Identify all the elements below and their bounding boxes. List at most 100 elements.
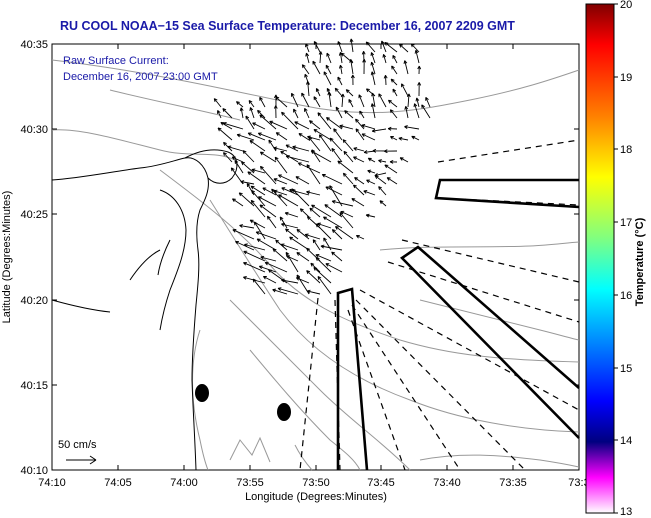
current-vector — [390, 78, 398, 86]
current-vector — [278, 194, 299, 207]
x-tick-label: 73:3 — [568, 477, 589, 489]
colorbar-tick-label: 19 — [620, 72, 632, 84]
current-vector — [392, 88, 398, 97]
current-vector — [391, 65, 398, 75]
colorbar-tick-label: 16 — [620, 290, 632, 302]
current-vector — [327, 91, 332, 108]
y-tick-label: 40:20 — [20, 295, 48, 307]
current-vector — [247, 132, 266, 141]
current-vector — [250, 185, 266, 196]
current-vector — [309, 207, 321, 218]
current-vector — [251, 189, 266, 207]
current-vector — [306, 164, 321, 185]
current-vector — [264, 261, 288, 273]
current-vector — [234, 160, 244, 174]
current-vector — [390, 136, 398, 141]
scale-vector-label: 50 cm/s — [58, 439, 97, 451]
current-vector — [262, 187, 277, 196]
current-vector — [380, 40, 387, 53]
current-vector — [284, 211, 299, 218]
current-vector — [387, 99, 398, 108]
current-vector — [315, 223, 332, 240]
current-vector — [333, 128, 343, 141]
current-vector — [374, 175, 387, 185]
current-vector — [325, 263, 343, 273]
current-vector — [258, 265, 277, 273]
current-vector — [259, 165, 277, 185]
current-vector — [421, 104, 431, 119]
current-vector — [315, 88, 321, 97]
colorbar-tick-label: 17 — [620, 217, 632, 229]
current-vector — [313, 266, 332, 284]
current-vector — [329, 137, 343, 152]
current-vector — [273, 105, 278, 119]
y-tick-label: 40:25 — [20, 209, 48, 221]
colorbar-label: Temperature (°C) — [634, 217, 646, 306]
current-vector — [257, 109, 266, 119]
current-vector — [339, 124, 354, 130]
current-vector — [384, 164, 398, 174]
current-vector — [305, 52, 310, 64]
current-vector — [274, 156, 288, 174]
current-vector — [291, 188, 310, 207]
current-vector — [246, 183, 255, 196]
current-vector — [343, 150, 354, 163]
current-vector — [367, 157, 376, 163]
current-vector — [403, 60, 409, 75]
current-vector — [289, 236, 310, 251]
current-vector — [315, 254, 332, 262]
current-vector — [295, 176, 310, 185]
buoy-marker — [195, 384, 209, 402]
current-vector — [323, 71, 332, 86]
current-vector — [252, 278, 266, 295]
current-vector — [355, 234, 365, 240]
current-vector — [335, 106, 343, 119]
current-vector — [222, 108, 233, 119]
current-vector — [326, 52, 332, 64]
current-vector — [242, 150, 255, 163]
current-vector — [281, 222, 299, 229]
current-vector — [312, 60, 321, 75]
y-axis-ticks — [52, 43, 579, 471]
current-vector — [277, 287, 299, 295]
current-vector — [362, 58, 367, 75]
current-vector — [296, 228, 310, 240]
x-tick-label: 74:10 — [38, 477, 66, 489]
current-vector — [358, 94, 365, 108]
current-vector — [401, 83, 409, 97]
current-vector — [415, 97, 420, 108]
y-tick-label: 40:10 — [20, 465, 48, 477]
current-vector — [325, 64, 332, 75]
x-tick-label: 73:40 — [433, 477, 461, 489]
current-vector — [399, 157, 409, 163]
current-vector — [227, 145, 244, 152]
current-vector — [239, 107, 244, 119]
current-vector — [304, 107, 310, 119]
current-vector — [411, 135, 420, 141]
current-vector — [353, 156, 365, 163]
current-vector — [232, 229, 255, 240]
current-vector — [417, 65, 422, 75]
current-vector — [370, 103, 376, 119]
current-vector — [301, 64, 310, 75]
current-vector — [266, 215, 277, 229]
current-vector — [325, 186, 343, 196]
current-vector — [292, 145, 310, 152]
current-vector — [244, 243, 266, 251]
current-vector — [217, 127, 233, 141]
current-vector — [337, 41, 343, 53]
current-vector — [301, 92, 310, 108]
x-tick-label: 74:00 — [170, 477, 198, 489]
current-vector — [335, 226, 354, 240]
current-vector — [337, 76, 343, 86]
y-tick-label: 40:30 — [20, 124, 48, 136]
current-vector — [317, 276, 332, 295]
colorbar-tick-label: 15 — [620, 363, 632, 375]
current-vector — [355, 118, 365, 130]
x-axis-label: Longitude (Degrees:Minutes) — [245, 491, 387, 503]
current-vector — [359, 110, 365, 119]
current-vector — [240, 180, 255, 185]
current-vector — [231, 156, 244, 163]
current-vector — [350, 74, 355, 86]
current-vector — [257, 132, 277, 141]
